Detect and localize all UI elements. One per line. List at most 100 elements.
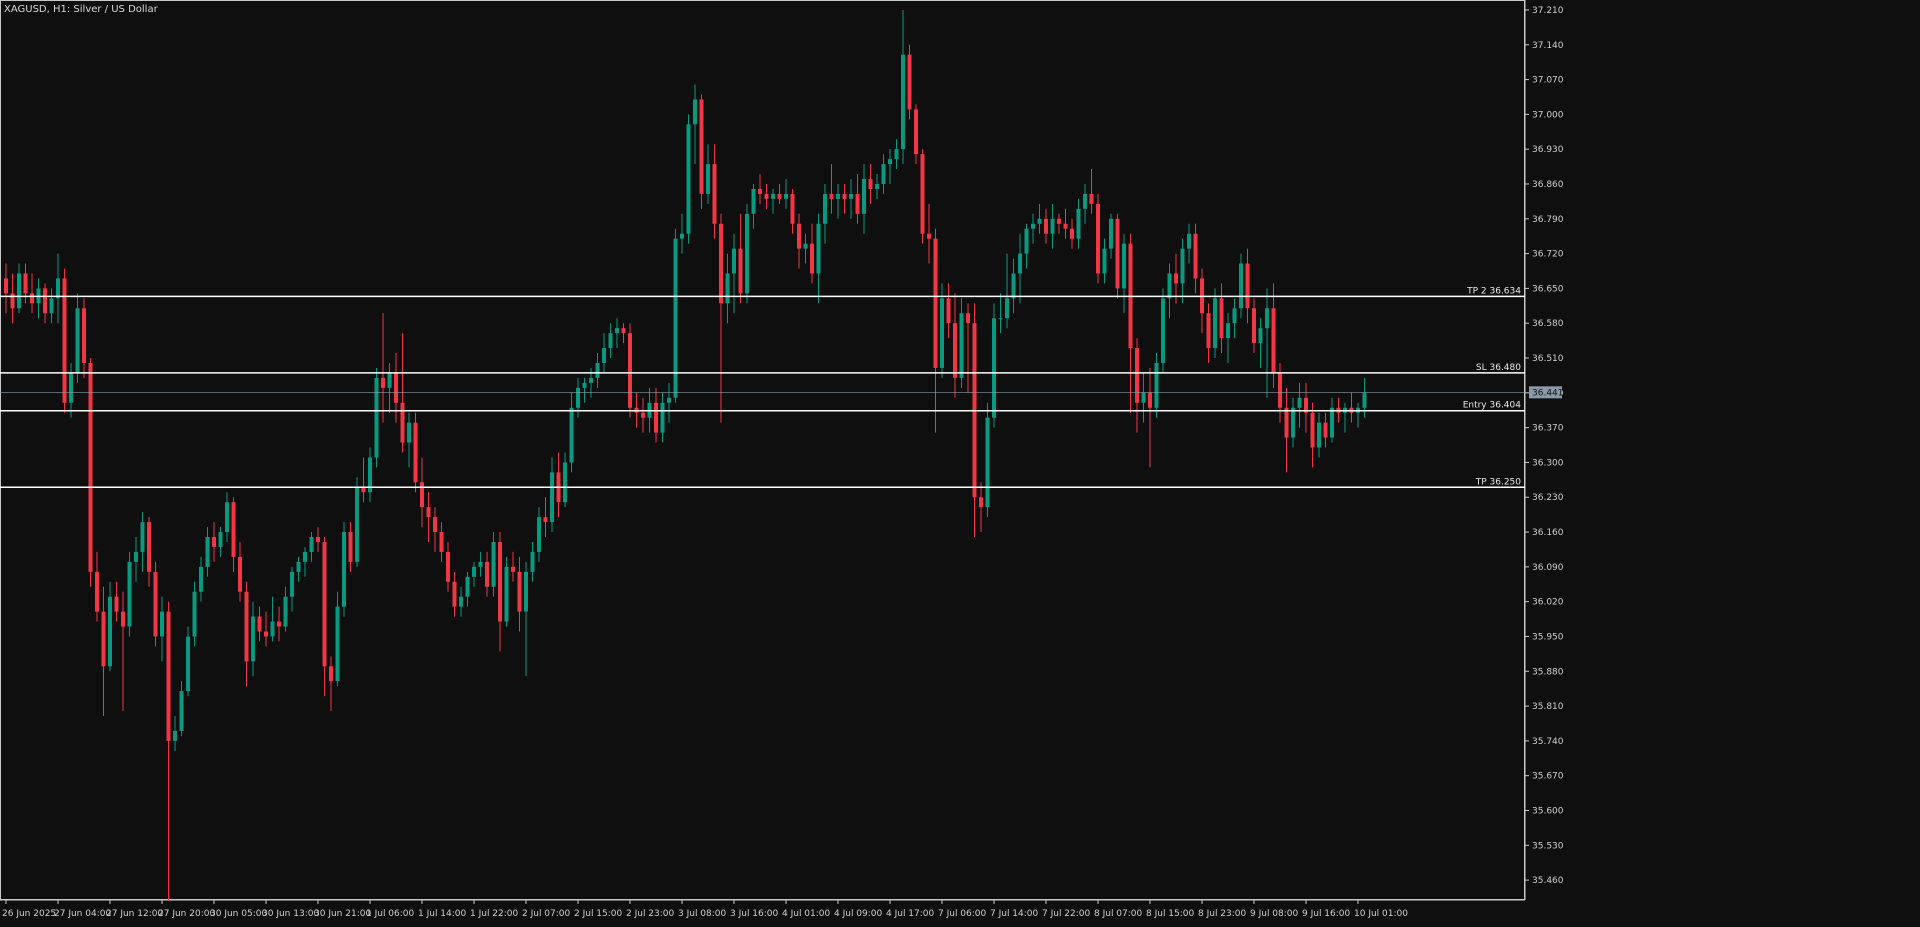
candle <box>270 596 275 642</box>
candle <box>30 273 34 314</box>
candle <box>420 457 424 528</box>
candle <box>355 477 359 567</box>
candle <box>1323 412 1328 448</box>
candle-body <box>608 333 613 349</box>
candle <box>985 402 990 518</box>
candle-body <box>1154 362 1159 408</box>
candle <box>836 183 840 219</box>
candle-body <box>296 561 301 572</box>
candle-body <box>732 248 736 274</box>
candle-body <box>316 537 320 542</box>
candle-body <box>329 666 333 682</box>
candle-body <box>309 537 314 552</box>
candle <box>933 228 938 433</box>
candle-body <box>101 611 106 667</box>
candle-body <box>173 730 177 741</box>
candle-body <box>1044 218 1048 234</box>
candle-body <box>478 561 483 567</box>
candle-body <box>660 402 665 433</box>
candle <box>10 273 15 324</box>
candle <box>803 233 808 264</box>
candle <box>530 541 535 582</box>
candle-body <box>855 193 860 214</box>
time-tick-label: 2 Jul 07:00 <box>522 909 571 919</box>
candle-body <box>1245 263 1250 309</box>
chart-title: XAGUSD, H1: Silver / US Dollar <box>4 4 159 15</box>
candle <box>615 318 619 349</box>
candle-body <box>4 278 8 294</box>
candle <box>212 522 216 562</box>
candle-body <box>550 472 554 523</box>
candle <box>758 174 762 204</box>
candle <box>543 497 548 538</box>
candle <box>563 452 567 508</box>
candle <box>413 412 418 493</box>
candle-body <box>17 273 21 309</box>
candle-body <box>472 566 476 577</box>
candle <box>231 497 236 572</box>
candle <box>680 213 684 254</box>
candle-body <box>244 591 249 662</box>
candle-body <box>270 621 275 637</box>
candle-body <box>823 193 827 224</box>
candle <box>1057 213 1061 234</box>
current-price-tag <box>1529 386 1562 399</box>
candle-body <box>504 566 509 622</box>
candle-body <box>920 154 925 234</box>
candle-body <box>966 313 970 324</box>
candle-body <box>1096 203 1100 274</box>
candle-body <box>114 596 119 612</box>
candle-body <box>465 576 470 597</box>
candle-body <box>160 611 164 637</box>
price-tick-label: 37.000 <box>1532 110 1564 120</box>
candle-body <box>927 233 931 239</box>
current-price-label: 36.441 <box>1532 388 1564 398</box>
candle <box>907 44 912 120</box>
candle <box>1232 298 1237 339</box>
candle <box>4 263 8 314</box>
candle <box>218 527 223 557</box>
candle <box>849 179 853 219</box>
candle-body <box>192 591 197 637</box>
candle <box>108 581 112 672</box>
candle <box>1206 303 1211 363</box>
candle-body <box>719 223 723 304</box>
candle <box>953 293 957 398</box>
candle <box>452 571 457 617</box>
candle <box>439 522 444 562</box>
candle-body <box>374 377 379 458</box>
candle <box>517 556 522 632</box>
candle <box>862 164 866 234</box>
candle <box>43 283 47 324</box>
candle-body <box>862 179 866 214</box>
candle-body <box>62 278 67 403</box>
candle <box>1161 288 1165 373</box>
candle <box>1076 198 1081 249</box>
candle-body <box>712 164 717 224</box>
candle-body <box>1317 422 1321 448</box>
candle <box>446 541 450 592</box>
candle <box>979 482 983 533</box>
candle-body <box>1005 298 1009 319</box>
candle-body <box>940 298 944 368</box>
candle-body <box>1089 193 1094 204</box>
candle-body <box>517 571 522 612</box>
candle <box>1180 238 1185 304</box>
candle-body <box>1174 273 1178 284</box>
candle-body <box>459 596 463 607</box>
candle-body <box>680 233 684 239</box>
candle <box>1154 353 1159 418</box>
candle-body <box>1050 218 1055 234</box>
candle-body <box>1213 298 1217 349</box>
candle <box>998 293 1003 334</box>
candle-body <box>1304 397 1308 413</box>
candle-body <box>868 179 873 189</box>
candle-body <box>43 288 47 314</box>
price-tick-label: 36.860 <box>1532 180 1564 190</box>
candle <box>842 183 847 214</box>
candle <box>777 183 782 204</box>
candle <box>660 392 665 443</box>
